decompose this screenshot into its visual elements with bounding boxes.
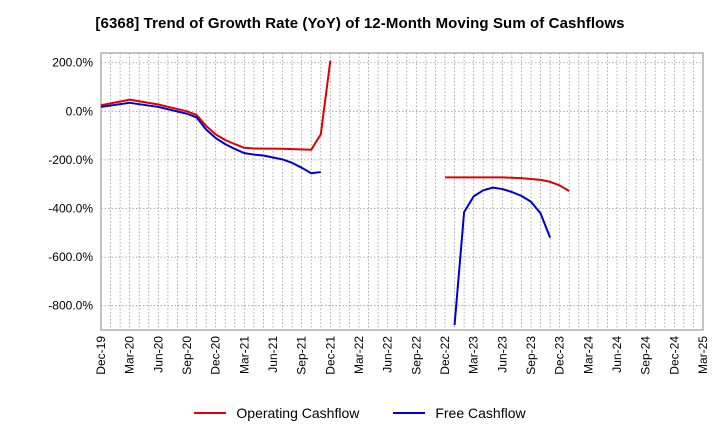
y-tick-label: -400.0% <box>48 202 93 216</box>
x-tick-label: Sep-24 <box>639 336 653 375</box>
series-lines <box>100 60 570 326</box>
y-tick-label: 0.0% <box>66 104 94 118</box>
legend-item-operating-cashflow: Operating Cashflow <box>194 405 359 421</box>
x-tick-label: Mar-25 <box>696 336 710 374</box>
x-tick-label: Jun-24 <box>610 336 624 373</box>
y-tick-label: -800.0% <box>48 299 93 313</box>
x-tick-label: Dec-24 <box>667 336 681 375</box>
y-axis-tick-labels: 200.0% 0.0% -200.0% -400.0% -600.0% -800.0% <box>48 56 93 313</box>
x-tick-label: Dec-22 <box>438 336 452 375</box>
x-tick-label: Dec-21 <box>323 336 337 375</box>
x-tick-label: Dec-19 <box>94 336 108 375</box>
x-tick-label: Dec-23 <box>553 336 567 375</box>
x-tick-label: Sep-23 <box>524 336 538 375</box>
x-tick-label: Sep-22 <box>409 336 423 375</box>
x-tick-label: Jun-23 <box>495 336 509 373</box>
x-tick-label: Mar-22 <box>352 336 366 374</box>
series-line-operating-cashflow <box>100 60 570 192</box>
x-tick-label: Jun-20 <box>151 336 165 373</box>
y-tick-label: -600.0% <box>48 250 93 264</box>
y-tick-label: 200.0% <box>52 56 93 70</box>
x-tick-label: Sep-21 <box>295 336 309 375</box>
x-tick-label: Mar-23 <box>467 336 481 374</box>
legend-swatch-operating <box>194 412 227 414</box>
x-tick-label: Dec-20 <box>209 336 223 375</box>
x-tick-label: Mar-24 <box>581 336 595 374</box>
y-tick-label: -200.0% <box>48 153 93 167</box>
series-line-free-cashflow <box>100 101 552 326</box>
grid-lines <box>101 53 703 330</box>
x-tick-label: Jun-22 <box>381 336 395 373</box>
plot-area-border <box>100 52 704 331</box>
x-tick-label: Sep-20 <box>180 336 194 375</box>
x-tick-label: Jun-21 <box>266 336 280 373</box>
legend-swatch-free <box>393 412 426 414</box>
x-axis-tick-labels: Dec-19 Mar-20 Jun-20 Sep-20 Dec-20 Mar-21 Jun-… <box>94 336 710 375</box>
chart-title: [6368] Trend of Growth Rate (YoY) of 12-… <box>95 15 625 32</box>
legend-label-free: Free Cashflow <box>435 405 526 421</box>
legend: Operating Cashflow Free Cashflow <box>0 405 720 421</box>
x-tick-label: Mar-21 <box>237 336 251 374</box>
legend-label-operating: Operating Cashflow <box>236 405 360 421</box>
legend-item-free-cashflow: Free Cashflow <box>393 405 526 421</box>
x-tick-label: Mar-20 <box>123 336 137 374</box>
